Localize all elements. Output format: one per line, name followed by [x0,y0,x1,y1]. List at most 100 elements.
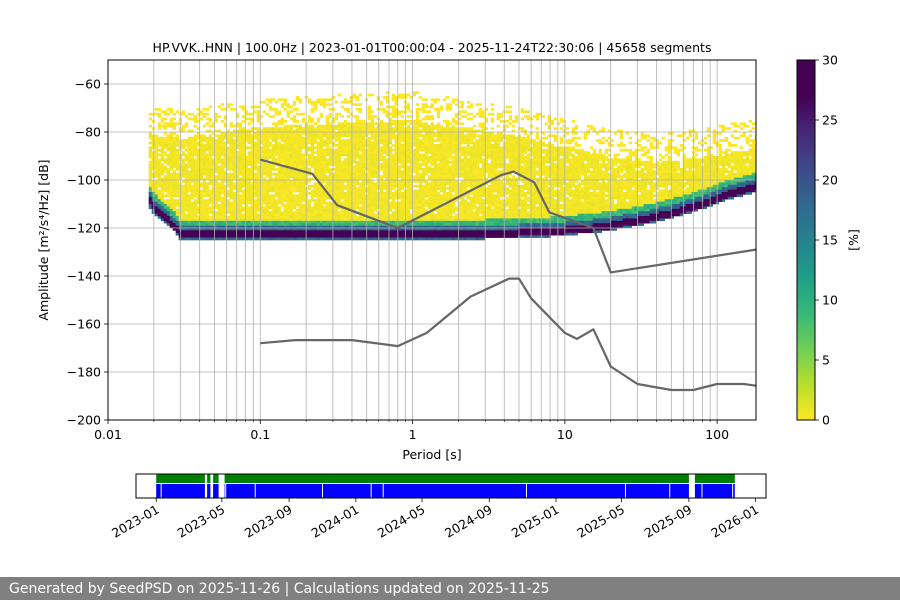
heatmap-cell [181,235,185,238]
heatmap-cell [202,144,206,147]
heatmap-cell [313,192,317,195]
heatmap-cell [454,136,458,140]
heatmap-cell [376,194,380,198]
heatmap-cell [415,201,419,205]
heatmap-cell [298,177,302,181]
heatmap-cell [298,194,302,198]
heatmap-cell [409,165,413,169]
heatmap-cell [238,189,242,193]
heatmap-cell [223,228,227,231]
heatmap-cell [442,165,446,169]
heatmap-cell [415,163,419,166]
heatmap-cell [148,194,152,198]
heatmap-cell [190,165,194,169]
heatmap-cell [256,199,260,202]
heatmap-cell [250,139,254,142]
heatmap-cell [196,220,200,224]
heatmap-cell [439,134,443,138]
heatmap-cell [406,127,410,130]
heatmap-cell [358,201,362,205]
heatmap-cell [307,235,311,238]
heatmap-cell [421,196,425,200]
heatmap-cell [310,134,314,138]
heatmap-cell [157,139,161,142]
heatmap-cell [325,129,329,133]
heatmap-cell [208,168,212,171]
heatmap-cell [319,218,323,222]
heatmap-cell [421,129,425,133]
heatmap-cell [448,144,452,147]
heatmap-cell [322,168,326,171]
heatmap-cell [454,170,458,174]
heatmap-cell [430,201,434,205]
heatmap-cell [250,151,254,154]
heatmap-cell [379,184,383,188]
heatmap-cell [172,122,176,126]
heatmap-cell [355,223,359,226]
heatmap-cell [421,139,425,142]
heatmap-cell [331,235,335,238]
heatmap-cell [430,225,434,229]
heatmap-cell [238,220,242,224]
heatmap-cell [298,204,302,207]
heatmap-cell [433,180,437,183]
heatmap-cell [448,187,452,190]
heatmap-cell [298,148,302,152]
heatmap-cell [256,168,260,171]
heatmap-cell [340,151,344,154]
heatmap-cell [313,184,317,188]
heatmap-cell [337,112,341,116]
heatmap-cell [391,127,395,130]
heatmap-cell [154,108,158,111]
heatmap-cell [442,146,446,150]
heatmap-cell [280,228,284,231]
heatmap-cell [370,180,374,183]
heatmap-cell [406,158,410,162]
heatmap-cell [226,201,230,205]
heatmap-cell [253,218,257,222]
heatmap-cell [250,156,254,159]
heatmap-cell [211,172,215,176]
heatmap-cell [349,232,353,236]
heatmap-cell [397,204,401,207]
heatmap-cell [397,156,401,159]
heatmap-cell [370,134,374,138]
heatmap-cell [325,196,329,200]
heatmap-cell [193,194,197,198]
heatmap-cell [262,139,266,142]
heatmap-cell [265,151,269,154]
heatmap-cell [409,218,413,222]
heatmap-cell [415,165,419,169]
heatmap-cell [223,165,227,169]
heatmap-cell [190,151,194,154]
heatmap-cell [322,129,326,133]
heatmap-cell [397,194,401,198]
heatmap-cell [205,192,209,195]
heatmap-cell [214,129,218,133]
heatmap-cell [385,232,389,236]
heatmap-cell [175,122,179,126]
heatmap-cell [220,108,224,111]
heatmap-cell [457,100,461,104]
heatmap-cell [157,160,161,164]
heatmap-cell [175,213,179,217]
heatmap-cell [229,168,233,171]
heatmap-cell [418,237,422,241]
heatmap-cell [283,168,287,171]
heatmap-cell [166,199,170,202]
heatmap-cell [457,201,461,205]
heatmap-cell [205,175,209,178]
heatmap-cell [292,115,296,118]
heatmap-cell [337,230,341,234]
heatmap-cell [352,192,356,195]
heatmap-cell [325,228,329,231]
heatmap-cell [454,127,458,130]
heatmap-cell [244,196,248,200]
heatmap-cell [214,216,218,219]
heatmap-cell [436,144,440,147]
heatmap-cell [187,177,191,181]
heatmap-cell [349,163,353,166]
heatmap-cell [397,223,401,226]
heatmap-cell [448,160,452,164]
heatmap-cell [247,216,251,219]
